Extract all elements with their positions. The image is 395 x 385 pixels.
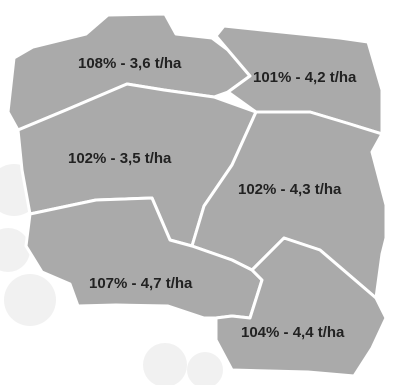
label-north-west: 108% - 3,6 t/ha: [78, 55, 182, 72]
region-labels: 108% - 3,6 t/ha 101% - 4,2 t/ha 102% - 3…: [68, 55, 357, 341]
label-south-east: 104% - 4,4 t/ha: [241, 324, 345, 341]
label-north-east: 101% - 4,2 t/ha: [253, 69, 357, 86]
regions: [6, 12, 388, 378]
label-east: 102% - 4,3 t/ha: [238, 181, 342, 198]
region-south-east: [214, 236, 388, 378]
label-central-west: 102% - 3,5 t/ha: [68, 150, 172, 167]
label-south-west: 107% - 4,7 t/ha: [89, 275, 193, 292]
